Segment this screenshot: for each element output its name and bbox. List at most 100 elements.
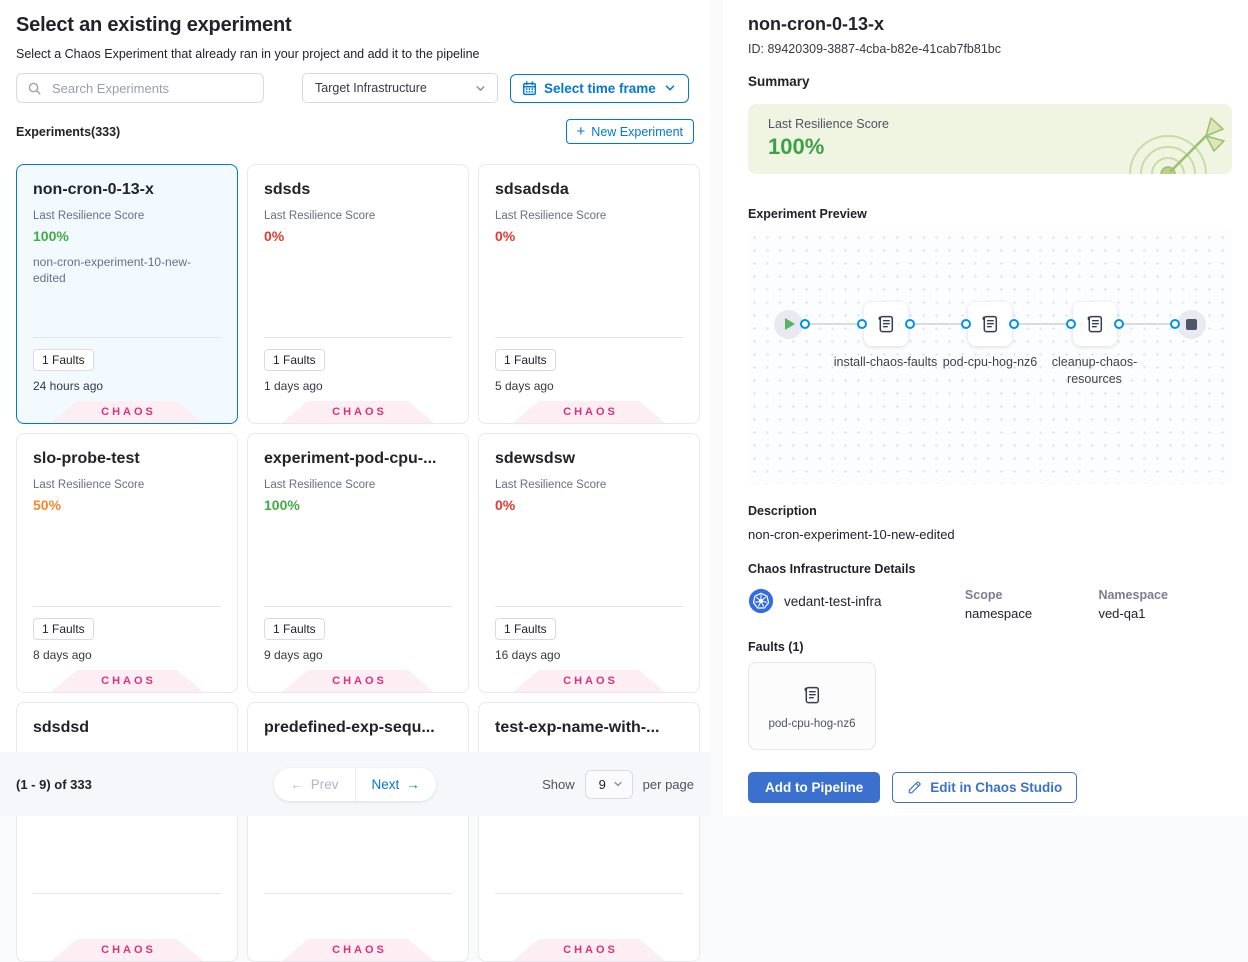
chaos-tag: CHAOS	[479, 670, 699, 692]
pipeline-step-label: install-chaos-faults	[833, 355, 938, 369]
target-infrastructure-value: Target Infrastructure	[315, 81, 427, 95]
chevron-down-icon	[474, 82, 487, 95]
summary-heading: Summary	[748, 74, 810, 89]
page-size-select[interactable]: 9	[584, 769, 633, 799]
card-resilience-score-value: 50%	[33, 497, 62, 513]
pipeline-end-node	[1177, 309, 1206, 339]
pipeline-step-label: cleanup-chaos-resources	[1051, 355, 1138, 386]
faults-heading: Faults (1)	[748, 640, 804, 654]
experiment-card-timestamp: 9 days ago	[264, 648, 323, 662]
filter-bar: Target Infrastructure Select time frame	[16, 73, 694, 103]
action-buttons: Add to Pipeline Edit in Chaos Studio	[748, 772, 1232, 803]
experiments-grid: non-cron-0-13-x Last Resilience Score 10…	[16, 164, 700, 962]
fault-step-icon	[978, 312, 1002, 336]
target-infrastructure-select[interactable]: Target Infrastructure	[302, 73, 498, 103]
chaos-tag-label: CHAOS	[51, 939, 203, 961]
resilience-score-value: 100%	[768, 134, 825, 159]
infrastructure-heading: Chaos Infrastructure Details	[748, 562, 916, 576]
play-icon	[785, 318, 795, 330]
chaos-tag: CHAOS	[17, 401, 237, 423]
experiment-card-title: sdewsdsw	[495, 450, 576, 467]
pipeline-connector	[1113, 319, 1180, 329]
kubernetes-icon	[748, 588, 774, 614]
experiment-card[interactable]: test-exp-name-with-... CHAOS	[478, 702, 700, 962]
page-subtitle: Select a Chaos Experiment that already r…	[16, 47, 480, 61]
resilience-score-label: Last Resilience Score	[768, 117, 889, 131]
search-input[interactable]	[50, 79, 253, 97]
faults-badge: 1 Faults	[264, 349, 325, 371]
scope-label: Scope	[964, 588, 1003, 602]
experiment-preview-heading: Experiment Preview	[748, 207, 867, 221]
chaos-tag-label: CHAOS	[513, 670, 665, 692]
experiment-card-title: experiment-pod-cpu-...	[264, 450, 437, 467]
experiment-card[interactable]: sdsds Last Resilience Score 0% 1 Faults …	[247, 164, 469, 424]
resilience-score-card: Last Resilience Score 100%	[748, 104, 1232, 174]
select-time-frame-label: Select time frame	[544, 80, 656, 96]
prev-page-button[interactable]: ← Prev	[274, 767, 355, 801]
card-divider	[264, 337, 452, 338]
experiment-card[interactable]: sdsdsd CHAOS	[16, 702, 238, 962]
card-divider	[495, 606, 683, 607]
chaos-tag-label: CHAOS	[51, 670, 203, 692]
chaos-tag: CHAOS	[17, 939, 237, 961]
stop-icon	[1186, 318, 1197, 330]
chaos-tag: CHAOS	[17, 670, 237, 692]
fault-name: pod-cpu-hog-nz6	[768, 717, 856, 730]
fault-step-icon	[800, 683, 824, 707]
chaos-tag-label: CHAOS	[51, 401, 203, 423]
card-divider	[33, 606, 221, 607]
faults-badge: 1 Faults	[264, 618, 325, 640]
faults-badge: 1 Faults	[33, 349, 94, 371]
experiment-card[interactable]: non-cron-0-13-x Last Resilience Score 10…	[16, 164, 238, 424]
per-page-label: per page	[642, 776, 694, 792]
experiment-card-timestamp: 16 days ago	[495, 648, 561, 662]
pipeline: install-chaos-faults pod-cpu-hog-nz6 cle…	[774, 302, 1206, 386]
next-label: Next	[371, 776, 400, 792]
edit-in-chaos-studio-button[interactable]: Edit in Chaos Studio	[892, 772, 1078, 803]
pipeline-connector	[904, 319, 971, 329]
new-experiment-button[interactable]: + New Experiment	[565, 119, 694, 144]
card-resilience-score-label: Last Resilience Score	[495, 210, 607, 222]
chaos-tag: CHAOS	[248, 939, 468, 961]
description-heading: Description	[748, 504, 817, 518]
experiment-card[interactable]: predefined-exp-sequ... CHAOS	[247, 702, 469, 962]
pipeline-step-node	[1072, 302, 1117, 346]
experiment-card-timestamp: 24 hours ago	[33, 379, 104, 393]
card-resilience-score-value: 100%	[264, 497, 300, 513]
experiment-card-title: sdsadsda	[495, 181, 569, 198]
show-label: Show	[542, 776, 575, 792]
chaos-tag: CHAOS	[248, 670, 468, 692]
calendar-icon	[522, 81, 537, 96]
experiment-card-description: non-cron-experiment-10-new-edited	[33, 255, 192, 286]
experiments-count: Experiments(333)	[16, 124, 121, 139]
chaos-tag-label: CHAOS	[513, 939, 665, 961]
experiment-title: non-cron-0-13-x	[748, 14, 885, 34]
search-icon	[27, 81, 42, 96]
experiment-preview-canvas: install-chaos-faults pod-cpu-hog-nz6 cle…	[748, 231, 1232, 484]
experiment-card-title: sdsdsd	[33, 719, 90, 736]
chevron-down-icon	[612, 778, 624, 790]
page-size-group: Show 9 per page	[436, 769, 694, 799]
namespace-label: Namespace	[1098, 588, 1168, 602]
pager: ← Prev Next →	[274, 767, 436, 801]
add-to-pipeline-button[interactable]: Add to Pipeline	[748, 772, 881, 803]
next-page-button[interactable]: Next →	[354, 767, 436, 801]
chaos-tag: CHAOS	[248, 401, 468, 423]
select-time-frame-button[interactable]: Select time frame	[510, 73, 689, 103]
card-resilience-score-label: Last Resilience Score	[264, 479, 376, 491]
pencil-icon	[907, 780, 922, 795]
chaos-tag-label: CHAOS	[282, 401, 434, 423]
chaos-tag-label: CHAOS	[282, 670, 434, 692]
card-resilience-score-value: 0%	[264, 228, 285, 244]
experiment-card[interactable]: sdsadsda Last Resilience Score 0% 1 Faul…	[478, 164, 700, 424]
experiment-card[interactable]: experiment-pod-cpu-... Last Resilience S…	[247, 433, 469, 693]
experiment-card-title: predefined-exp-sequ...	[264, 719, 435, 736]
page-title: Select an existing experiment	[16, 14, 292, 36]
experiment-card[interactable]: sdewsdsw Last Resilience Score 0% 1 Faul…	[478, 433, 700, 693]
arrow-right-icon: →	[406, 776, 420, 792]
experiment-card[interactable]: slo-probe-test Last Resilience Score 50%…	[16, 433, 238, 693]
fault-card[interactable]: pod-cpu-hog-nz6	[748, 662, 876, 750]
card-divider	[495, 893, 683, 894]
scope-value: namespace	[964, 606, 1033, 621]
namespace-value: ved-qa1	[1098, 606, 1146, 621]
